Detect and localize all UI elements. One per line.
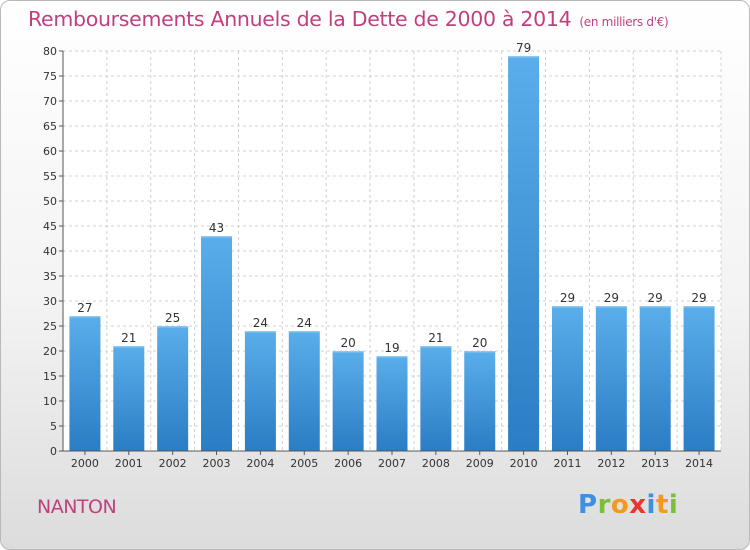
x-tick-label: 2000	[71, 457, 99, 470]
x-tick-label: 2010	[510, 457, 538, 470]
y-tick-label: 20	[43, 345, 57, 358]
y-tick-label: 50	[43, 195, 57, 208]
bar-highlight	[201, 236, 233, 238]
bar	[595, 306, 627, 451]
logo-letter: i	[646, 490, 656, 520]
bar-highlight	[157, 326, 189, 328]
logo-letter: t	[655, 490, 669, 520]
bar-highlight	[683, 306, 715, 308]
logo-letter: o	[610, 490, 630, 520]
bar-highlight	[288, 331, 320, 333]
bar-value-label: 29	[691, 291, 706, 305]
chart-title: Remboursements Annuels de la Dette de 20…	[28, 7, 669, 31]
bar	[376, 356, 408, 451]
y-tick-label: 5	[50, 420, 57, 433]
bar-highlight	[420, 346, 452, 348]
bar	[683, 306, 715, 451]
bar	[201, 236, 233, 451]
y-tick-label: 75	[43, 70, 57, 83]
proxiti-logo: Proxiti	[578, 490, 678, 520]
bar	[332, 351, 364, 451]
bar-highlight	[551, 306, 583, 308]
bar-highlight	[69, 316, 101, 318]
y-tick-label: 10	[43, 395, 57, 408]
x-tick-label: 2003	[203, 457, 231, 470]
y-tick-label: 60	[43, 145, 57, 158]
x-tick-label: 2007	[378, 457, 406, 470]
y-tick-label: 80	[43, 45, 57, 58]
bar	[113, 346, 145, 451]
bar-highlight	[113, 346, 145, 348]
commune-name: NANTON	[37, 496, 117, 518]
x-tick-label: 2001	[115, 457, 143, 470]
bar-value-label: 27	[77, 301, 92, 315]
bar	[157, 326, 189, 451]
y-tick-label: 55	[43, 170, 57, 183]
y-tick-label: 25	[43, 320, 57, 333]
bar	[420, 346, 452, 451]
x-tick-label: 2014	[685, 457, 713, 470]
bar-highlight	[244, 331, 276, 333]
bar	[69, 316, 101, 451]
x-tick-label: 2008	[422, 457, 450, 470]
bar-highlight	[508, 56, 540, 58]
x-tick-label: 2002	[159, 457, 187, 470]
chart-title-text: Remboursements Annuels de la Dette de 20…	[28, 7, 572, 31]
x-tick-label: 2013	[641, 457, 669, 470]
bar-highlight	[464, 351, 496, 353]
y-tick-label: 30	[43, 295, 57, 308]
bar-value-label: 25	[165, 311, 180, 325]
bar-value-label: 43	[209, 221, 224, 235]
x-tick-label: 2004	[246, 457, 274, 470]
bar	[464, 351, 496, 451]
bar-value-label: 79	[516, 41, 531, 55]
bar-value-label: 29	[604, 291, 619, 305]
bar	[508, 56, 540, 451]
logo-letter: P	[578, 490, 598, 520]
x-tick-label: 2006	[334, 457, 362, 470]
bar	[244, 331, 276, 451]
bar	[639, 306, 671, 451]
y-tick-label: 40	[43, 245, 57, 258]
y-tick-label: 0	[50, 445, 57, 458]
bar-value-label: 21	[121, 331, 136, 345]
logo-letter: x	[629, 490, 647, 520]
bar-value-label: 19	[384, 341, 399, 355]
bar-value-label: 21	[428, 331, 443, 345]
bar-value-label: 29	[560, 291, 575, 305]
x-tick-label: 2005	[290, 457, 318, 470]
bar-highlight	[376, 356, 408, 358]
bar-value-label: 24	[297, 316, 312, 330]
x-tick-label: 2009	[466, 457, 494, 470]
bar-value-label: 29	[648, 291, 663, 305]
bar-value-label: 20	[472, 336, 487, 350]
logo-letter: i	[668, 490, 679, 520]
y-tick-label: 35	[43, 270, 57, 283]
y-tick-label: 45	[43, 220, 57, 233]
bar-highlight	[639, 306, 671, 308]
y-tick-label: 15	[43, 370, 57, 383]
bar-value-label: 24	[253, 316, 268, 330]
chart-unit: (en milliers d'€)	[579, 15, 669, 29]
x-tick-label: 2011	[553, 457, 581, 470]
y-tick-label: 70	[43, 95, 57, 108]
bar-value-label: 20	[340, 336, 355, 350]
bar-highlight	[332, 351, 364, 353]
bar	[551, 306, 583, 451]
y-tick-label: 65	[43, 120, 57, 133]
bar-highlight	[595, 306, 627, 308]
x-tick-label: 2012	[597, 457, 625, 470]
logo-letter: r	[597, 490, 611, 520]
bar	[288, 331, 320, 451]
